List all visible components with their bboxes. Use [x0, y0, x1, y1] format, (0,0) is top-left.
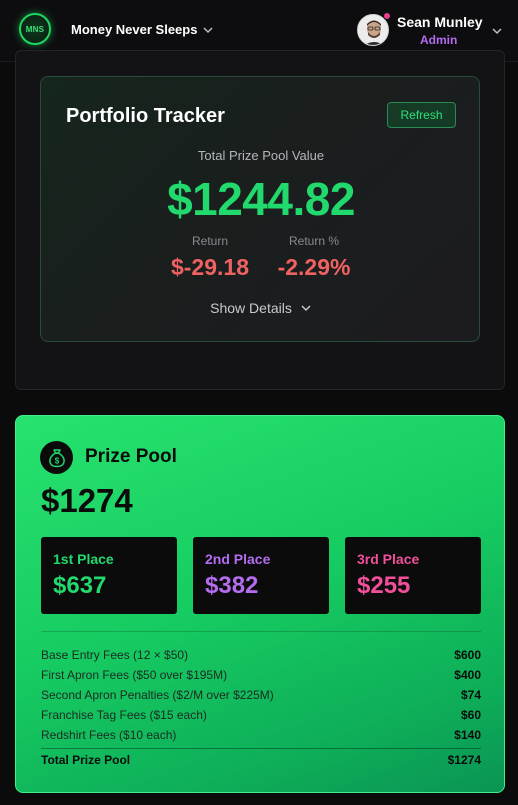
prize-pool-title: Prize Pool	[85, 446, 177, 467]
prize-pool-card: $ Prize Pool $1274 1st Place $637 2nd Pl…	[15, 415, 505, 793]
fee-row: Base Entry Fees (12 × $50) $600	[41, 648, 481, 664]
fee-label: Base Entry Fees (12 × $50)	[41, 648, 189, 662]
notification-dot	[383, 12, 391, 20]
show-details-toggle[interactable]: Show Details	[41, 300, 481, 316]
fee-label: Redshirt Fees ($10 each)	[41, 728, 177, 742]
return-pct-label: Return %	[288, 234, 340, 248]
user-avatar-icon	[358, 15, 388, 45]
fee-amount: $140	[454, 728, 481, 742]
logo-icon[interactable]: MNS	[19, 13, 51, 45]
fee-row: First Apron Fees ($50 over $195M) $400	[41, 668, 481, 684]
fee-row: Franchise Tag Fees ($15 each) $60	[41, 708, 481, 724]
money-bag-icon: $	[40, 441, 73, 474]
fee-amount: $74	[460, 688, 481, 702]
place-label: 3rd Place	[357, 551, 420, 567]
prize-pool-amount: $1274	[41, 482, 133, 519]
fee-amount: $400	[454, 668, 481, 682]
total-label: Total Prize Pool	[41, 753, 131, 767]
place-label: 1st Place	[53, 551, 114, 567]
chevron-down-icon[interactable]	[491, 25, 503, 37]
fee-row: Redshirt Fees ($10 each) $140	[41, 728, 481, 744]
place-value: $382	[205, 572, 259, 599]
chevron-down-icon	[301, 305, 311, 312]
refresh-button[interactable]: Refresh	[387, 102, 456, 128]
divider	[41, 631, 481, 632]
total-value-label: Total Prize Pool Value	[197, 148, 325, 163]
portfolio-tracker-card: Portfolio Tracker Refresh Total Prize Po…	[40, 76, 480, 342]
org-name[interactable]: Money Never Sleeps	[71, 22, 198, 37]
user-role: Admin	[420, 33, 458, 47]
fee-label: First Apron Fees ($50 over $195M)	[41, 668, 228, 682]
logo-text: MNS	[25, 24, 45, 34]
second-place-card: 2nd Place $382	[193, 537, 329, 614]
fee-label: Franchise Tag Fees ($15 each)	[41, 708, 207, 722]
chevron-down-icon[interactable]	[202, 24, 214, 36]
svg-text:$: $	[54, 456, 59, 465]
user-name[interactable]: Sean Munley	[397, 14, 483, 30]
return-label: Return	[191, 234, 229, 248]
total-value: $1244.82	[167, 173, 355, 225]
return-value: $-29.18	[170, 254, 249, 280]
place-value: $255	[357, 572, 411, 599]
show-details-label: Show Details	[210, 300, 292, 316]
place-value: $637	[53, 572, 107, 599]
return-pct-value: -2.29%	[277, 254, 351, 280]
place-label: 2nd Place	[205, 551, 271, 567]
divider	[41, 748, 481, 749]
first-place-card: 1st Place $637	[41, 537, 177, 614]
avatar[interactable]	[357, 14, 389, 46]
fee-amount: $600	[454, 648, 481, 662]
fee-row: Second Apron Penalties ($2/M over $225M)…	[41, 688, 481, 704]
total-amount: $1274	[447, 753, 481, 767]
fee-amount: $60	[460, 708, 481, 722]
portfolio-title: Portfolio Tracker	[66, 105, 225, 127]
total-row: Total Prize Pool $1274	[41, 753, 481, 767]
third-place-card: 3rd Place $255	[345, 537, 481, 614]
fee-label: Second Apron Penalties ($2/M over $225M)	[41, 688, 274, 702]
